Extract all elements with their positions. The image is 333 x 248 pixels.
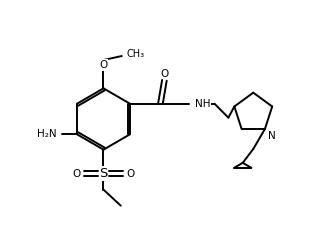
Text: S: S: [99, 167, 108, 180]
Text: O: O: [126, 169, 134, 179]
Text: O: O: [99, 60, 108, 70]
Text: CH₃: CH₃: [127, 49, 145, 59]
Text: H₂N: H₂N: [37, 129, 57, 139]
Text: N: N: [268, 130, 275, 141]
Text: NH: NH: [194, 99, 210, 109]
Text: O: O: [160, 69, 168, 79]
Text: O: O: [73, 169, 81, 179]
